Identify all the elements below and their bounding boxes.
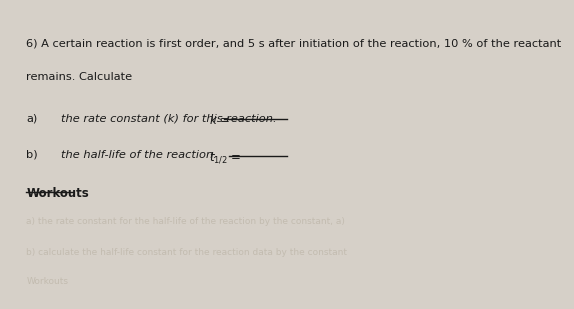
Text: 6) A certain reaction is first order, and 5 s after initiation of the reaction, : 6) A certain reaction is first order, an… bbox=[26, 38, 562, 48]
Text: a): a) bbox=[26, 113, 38, 123]
Text: remains. Calculate: remains. Calculate bbox=[26, 72, 133, 82]
Text: $k$ =: $k$ = bbox=[209, 113, 230, 127]
Text: $t_{1/2}$ =: $t_{1/2}$ = bbox=[209, 150, 241, 165]
Text: the rate constant (k) for this reaction.: the rate constant (k) for this reaction. bbox=[61, 113, 276, 123]
Text: Workouts: Workouts bbox=[26, 277, 68, 286]
Text: b) calculate the half-life constant for the reaction data by the constant: b) calculate the half-life constant for … bbox=[26, 248, 347, 257]
Text: a) the rate constant for the half-life of the reaction by the constant, a): a) the rate constant for the half-life o… bbox=[26, 217, 346, 226]
Text: the half-life of the reaction.: the half-life of the reaction. bbox=[61, 150, 216, 160]
Text: Workouts: Workouts bbox=[26, 187, 89, 200]
Text: b): b) bbox=[26, 150, 38, 160]
